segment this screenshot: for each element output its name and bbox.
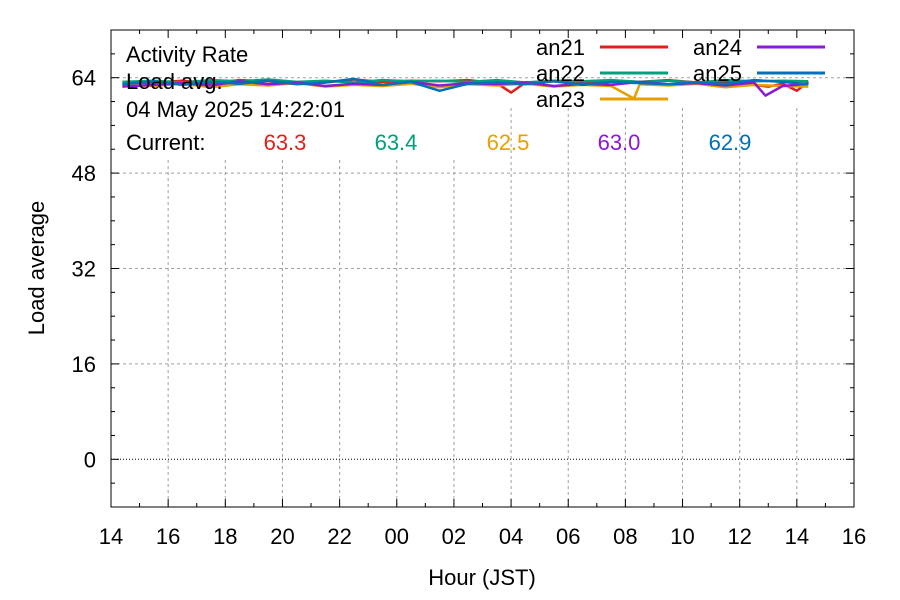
- x-tick-label: 16: [842, 524, 866, 549]
- title-block: Activity Rate Load avg. 04 May 2025 14:2…: [126, 42, 345, 155]
- legend-label-an25: an25: [693, 61, 742, 86]
- chart-title-line-2: Load avg.: [126, 69, 223, 94]
- chart-title-line-3: 04 May 2025 14:22:01: [126, 97, 345, 122]
- legend-label-an24: an24: [693, 35, 742, 60]
- x-tick-label: 20: [270, 524, 294, 549]
- current-label: Current:: [126, 130, 205, 155]
- x-tick-label: 14: [785, 524, 809, 549]
- y-tick-label: 16: [72, 352, 96, 377]
- x-tick-label: 12: [727, 524, 751, 549]
- y-tick-label: 64: [72, 66, 96, 91]
- series-lines: [122, 77, 810, 100]
- current-values: 63.3 63.4 62.5 63.0 62.9: [264, 130, 752, 155]
- x-tick-label: 22: [327, 524, 351, 549]
- x-tick-label: 00: [385, 524, 409, 549]
- y-tick-label: 0: [84, 447, 96, 472]
- y-tick-label: 48: [72, 161, 96, 186]
- y-axis-label: Load average: [24, 201, 49, 336]
- x-tick-label: 18: [213, 524, 237, 549]
- current-value-an24: 63.0: [598, 130, 641, 155]
- chart-title-line-1: Activity Rate: [126, 42, 248, 67]
- current-value-an25: 62.9: [709, 130, 752, 155]
- x-tick-label: 08: [613, 524, 637, 549]
- current-value-an23: 62.5: [487, 130, 530, 155]
- x-tick-label: 02: [442, 524, 466, 549]
- y-tick-label: 32: [72, 257, 96, 282]
- current-value-an21: 63.3: [264, 130, 307, 155]
- legend-label-an23: an23: [536, 87, 585, 112]
- series-line-an25: [122, 77, 809, 93]
- x-tick-label: 06: [556, 524, 580, 549]
- legend-label-an21: an21: [536, 35, 585, 60]
- grid-lines: [111, 77, 854, 507]
- x-tick-label: 10: [670, 524, 694, 549]
- x-tick-label: 04: [499, 524, 523, 549]
- legend-label-an22: an22: [536, 61, 585, 86]
- x-tick-label: 14: [99, 524, 123, 549]
- current-value-an22: 63.4: [375, 130, 418, 155]
- x-axis-label: Hour (JST): [428, 565, 536, 590]
- axis-ticks: 14 16 18 20 22 00 02 04 06 08 10 12 14 16 0 16 32 48 64: [72, 29, 866, 549]
- x-tick-label: 16: [156, 524, 180, 549]
